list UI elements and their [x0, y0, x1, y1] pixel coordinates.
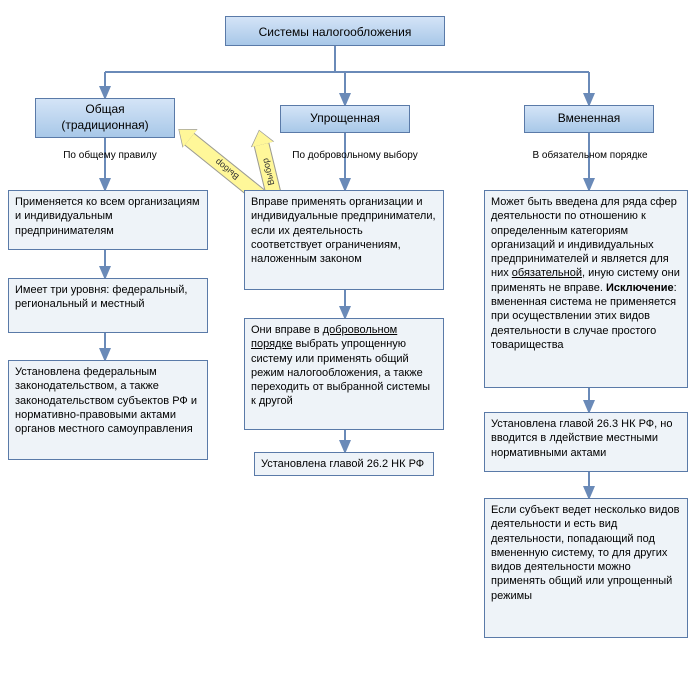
branch-header: Упрощенная [280, 105, 410, 133]
branch-caption: В обязательном порядке [520, 150, 660, 161]
branch-node: Они вправе в добровольном порядке выбрат… [244, 318, 444, 430]
branch-header: Вмененная [524, 105, 654, 133]
branch-node: Установлена главой 26.3 НК РФ, но вводит… [484, 412, 688, 472]
branch-node: Установлена федеральным законодательство… [8, 360, 208, 460]
branch-node: Если субъект ведет несколько видов деяте… [484, 498, 688, 638]
branch-caption: По общему правилу [45, 150, 175, 161]
branch-node: Может быть введена для ряда сфер деятель… [484, 190, 688, 388]
branch-node: Установлена главой 26.2 НК РФ [254, 452, 434, 476]
branch-header: Общая (традиционная) [35, 98, 175, 138]
branch-node: Применяется ко всем организациям и индив… [8, 190, 208, 250]
branch-node: Имеет три уровня: федеральный, региональ… [8, 278, 208, 333]
branch-caption: По добровольному выбору [280, 150, 430, 161]
root-node: Системы налогообложения [225, 16, 445, 46]
branch-node: Вправе применять организации и индивидуа… [244, 190, 444, 290]
